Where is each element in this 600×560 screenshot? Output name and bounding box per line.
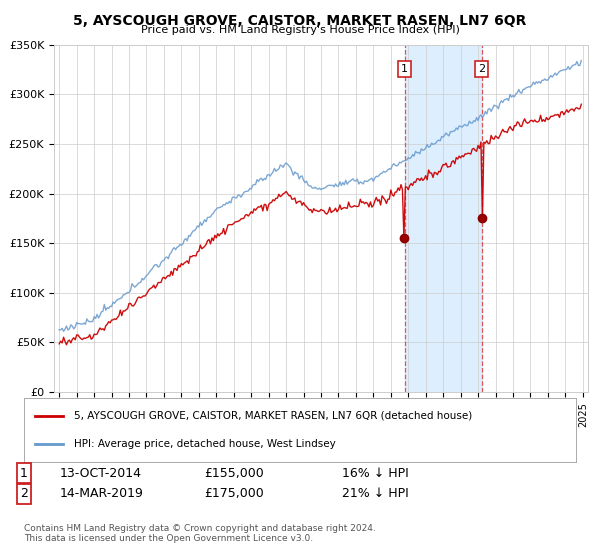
Text: 1: 1 <box>20 466 28 480</box>
Text: 5, AYSCOUGH GROVE, CAISTOR, MARKET RASEN, LN7 6QR: 5, AYSCOUGH GROVE, CAISTOR, MARKET RASEN… <box>73 14 527 28</box>
Text: 2: 2 <box>478 64 485 74</box>
Text: 13-OCT-2014: 13-OCT-2014 <box>60 466 142 480</box>
Text: 1: 1 <box>401 64 408 74</box>
Text: 14-MAR-2019: 14-MAR-2019 <box>60 487 144 501</box>
Text: 21% ↓ HPI: 21% ↓ HPI <box>342 487 409 501</box>
Bar <box>404 45 482 392</box>
Text: Contains HM Land Registry data © Crown copyright and database right 2024.
This d: Contains HM Land Registry data © Crown c… <box>24 524 376 543</box>
Text: £155,000: £155,000 <box>204 466 264 480</box>
Text: HPI: Average price, detached house, West Lindsey: HPI: Average price, detached house, West… <box>74 439 335 449</box>
Text: Price paid vs. HM Land Registry's House Price Index (HPI): Price paid vs. HM Land Registry's House … <box>140 25 460 35</box>
Text: £175,000: £175,000 <box>204 487 264 501</box>
Text: 2: 2 <box>20 487 28 501</box>
Text: 5, AYSCOUGH GROVE, CAISTOR, MARKET RASEN, LN7 6QR (detached house): 5, AYSCOUGH GROVE, CAISTOR, MARKET RASEN… <box>74 410 472 421</box>
Text: 16% ↓ HPI: 16% ↓ HPI <box>342 466 409 480</box>
